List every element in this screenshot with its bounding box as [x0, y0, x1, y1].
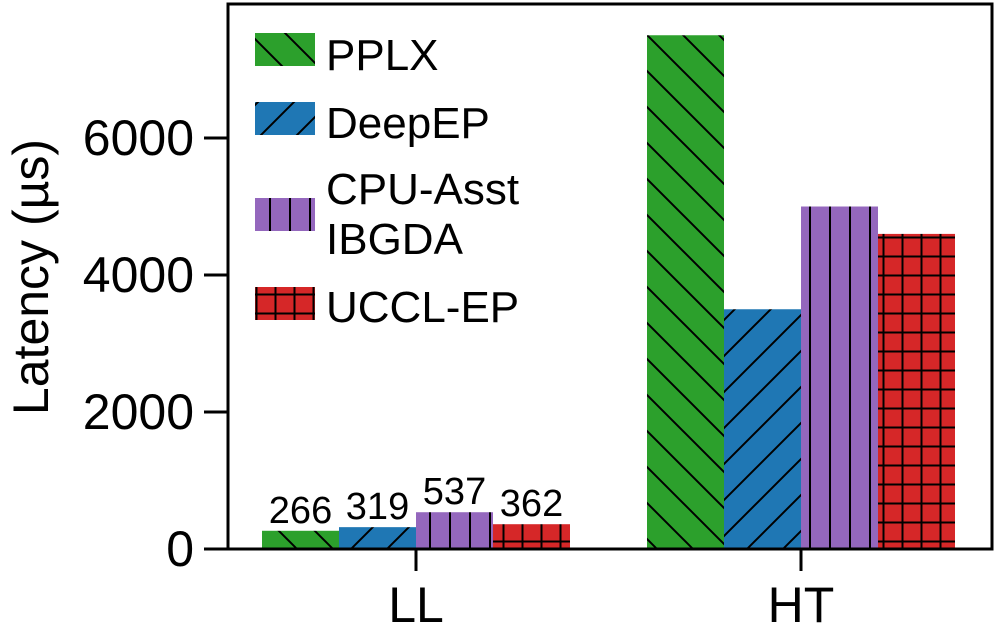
legend-label: DeepEP — [326, 99, 490, 148]
y-axis-label: Latency (µs) — [3, 139, 59, 415]
legend-label: CPU-Asst — [326, 165, 519, 214]
bar-ht-pplx — [647, 35, 724, 549]
bar-ll-pplx — [262, 530, 339, 549]
legend-label: PPLX — [326, 31, 439, 80]
x-tick-label: LL — [388, 577, 444, 626]
bar-ht-cpu-asst-ibgda — [801, 206, 878, 549]
y-axis: 0 2000 4000 6000 — [83, 110, 228, 577]
legend-swatch — [255, 102, 315, 135]
x-axis: LL HT — [388, 549, 834, 626]
y-tick-label: 0 — [166, 521, 194, 577]
data-label: 266 — [269, 490, 332, 532]
data-label: 537 — [423, 471, 486, 513]
data-labels-layer: 266 319 537 362 — [269, 471, 563, 532]
bar-ll-uccl-ep — [493, 524, 570, 549]
y-tick-label: 2000 — [83, 384, 194, 440]
bars-layer — [262, 35, 955, 549]
legend-label: UCCL-EP — [326, 283, 519, 332]
x-tick-label: HT — [768, 577, 835, 626]
data-label: 319 — [346, 486, 409, 528]
legend-swatch — [255, 33, 315, 66]
y-tick-label: 6000 — [83, 110, 194, 166]
data-label: 362 — [500, 483, 563, 525]
bar-ht-deepep — [724, 309, 801, 549]
legend-swatch — [255, 287, 315, 320]
legend-swatch — [255, 198, 315, 231]
legend-label: IBGDA — [326, 215, 464, 264]
bar-ht-uccl-ep — [878, 233, 955, 549]
bar-ll-deepep — [339, 527, 416, 549]
bar-ll-cpu-asst-ibgda — [416, 512, 493, 549]
y-tick-label: 4000 — [83, 247, 194, 303]
